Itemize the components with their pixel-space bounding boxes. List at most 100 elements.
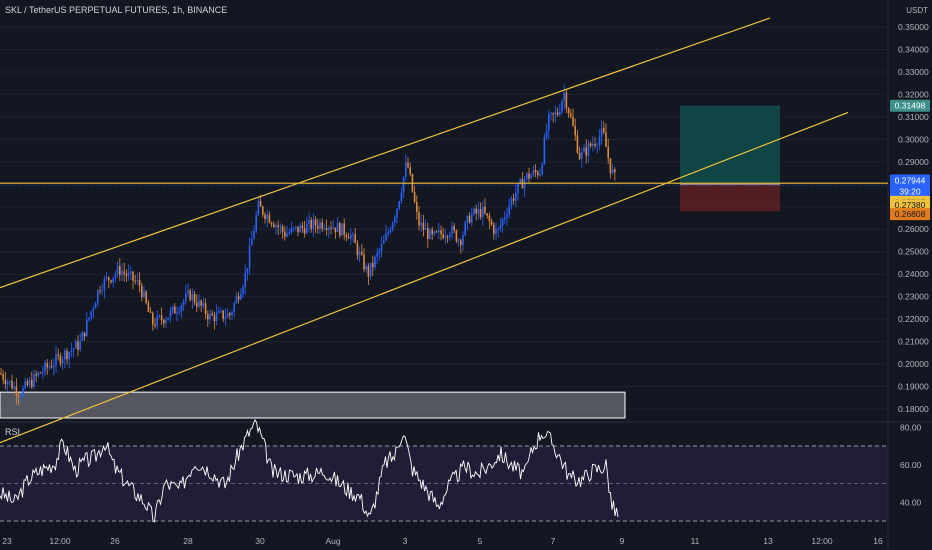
candle-body [323, 228, 326, 229]
time-tick-label: Aug [325, 536, 340, 546]
candle-body [11, 380, 13, 389]
price-tick-label: 0.25000 [898, 247, 929, 257]
candle-body [378, 250, 381, 254]
candle-body [99, 290, 101, 291]
candle-body [270, 222, 273, 225]
candle-body [479, 209, 482, 218]
candle-body [178, 311, 180, 313]
candle-body [189, 290, 191, 301]
candle-body [262, 206, 264, 215]
price-tick-label: 0.29000 [898, 157, 929, 167]
candle-body [598, 136, 601, 146]
candle-body [561, 100, 563, 112]
candle-body [499, 225, 502, 229]
currency-label: USDT [906, 6, 928, 15]
candle-body [75, 341, 77, 349]
countdown-badge: 39:20 [899, 187, 921, 197]
candle-body [453, 226, 455, 231]
candle-body [88, 317, 90, 320]
candle-body [297, 226, 299, 233]
candle-body [94, 303, 97, 309]
time-tick-label: 26 [110, 536, 120, 546]
candle-body [237, 296, 240, 300]
position-tool[interactable] [680, 105, 780, 212]
candle-body [86, 319, 88, 337]
candle-body [444, 236, 447, 239]
candle-body [299, 225, 301, 233]
candle-body [50, 366, 53, 368]
current-price-badge-bg [890, 174, 930, 187]
candle-body [603, 128, 605, 133]
candle-body [66, 350, 68, 360]
candle-body [435, 231, 438, 233]
price-tick-label: 0.21000 [898, 337, 929, 347]
candle-body [72, 348, 75, 351]
price-tick-label: 0.20000 [898, 359, 929, 369]
rsi-tick-label: 60.00 [900, 460, 922, 470]
candle-body [48, 366, 51, 368]
candle-body [486, 213, 488, 216]
candle-body [319, 222, 321, 229]
candle-body [394, 217, 396, 223]
time-tick-label: 16 [873, 536, 883, 546]
candle-body [350, 234, 352, 239]
candle-body [427, 228, 429, 239]
candle-body [451, 226, 453, 235]
candle-body [391, 222, 394, 231]
candle-body [264, 214, 266, 220]
candle-body [413, 191, 416, 202]
candle-body [171, 306, 174, 311]
candle-body [380, 243, 383, 251]
candle-body [182, 300, 185, 306]
price-axis[interactable]: 0.35000 0.34000 0.33000 0.32000 0.31000 0.300… [898, 22, 929, 507]
candle-body [402, 176, 405, 193]
candle-body [288, 232, 290, 234]
candle-body [207, 314, 209, 320]
candle-body [290, 227, 293, 233]
candle-body [224, 317, 227, 319]
candle-body [176, 312, 178, 314]
candle-body [400, 192, 403, 202]
candle-body [90, 311, 92, 318]
candle-body [180, 305, 183, 312]
candle-body [152, 312, 154, 325]
candle-body [563, 92, 565, 101]
trend-channel[interactable] [0, 17, 888, 444]
time-axis[interactable]: 23 12:00 26 28 30 Aug 3 5 7 9 11 13 12:00 16 [2, 536, 883, 546]
countdown-badge-bg [890, 185, 930, 198]
candle-body [330, 227, 332, 229]
candle-body [596, 145, 598, 146]
candle-body [532, 170, 535, 175]
candle-body [493, 224, 495, 234]
candle-body [464, 222, 466, 235]
highlight-box[interactable] [0, 391, 626, 419]
candle-body [372, 262, 374, 268]
price-tick-label: 0.31000 [898, 112, 929, 122]
candle-body [605, 132, 607, 147]
candle-body [55, 354, 57, 366]
candle-body [251, 239, 253, 246]
candle-body [24, 381, 26, 388]
candle-body [583, 147, 585, 153]
price-tick-label: 0.22000 [898, 314, 929, 324]
time-tick-label: 13 [763, 536, 773, 546]
candle-body [108, 277, 110, 281]
candle-body [193, 294, 196, 303]
candle-body [185, 293, 187, 301]
rsi-tick-label: 40.00 [900, 497, 922, 507]
candle-body [325, 228, 328, 230]
candle-body [125, 273, 128, 276]
candle-body [191, 294, 194, 301]
candle-body [581, 152, 583, 159]
candle-body [35, 373, 37, 376]
candle-body [431, 229, 433, 235]
highlight-rect [0, 391, 626, 419]
candle-body [222, 310, 224, 319]
candle-body [255, 214, 257, 231]
candle-body [187, 290, 189, 294]
candle-body [37, 372, 40, 376]
candle-body [31, 379, 33, 388]
candle-body [266, 214, 268, 220]
candle-body [42, 372, 44, 374]
